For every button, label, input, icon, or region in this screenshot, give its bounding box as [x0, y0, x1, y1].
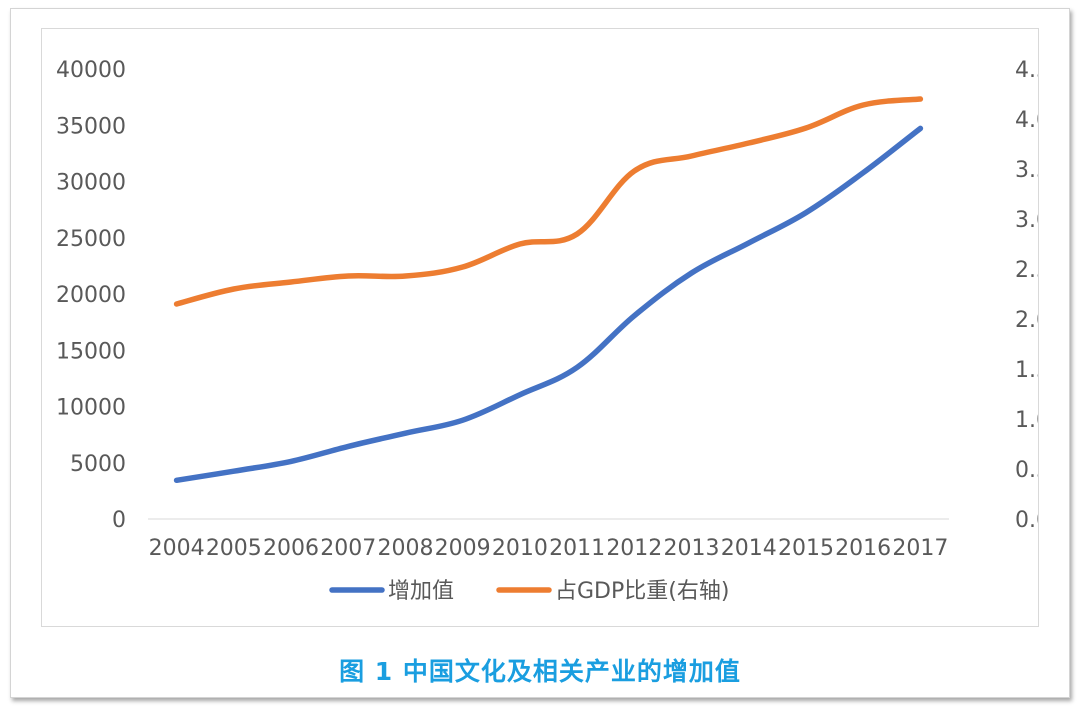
- legend: 增加值 占GDP比重(右轴): [329, 579, 729, 604]
- right-tick-label: 3.00: [1015, 208, 1038, 233]
- figure-caption: 图 1 中国文化及相关产业的增加值: [339, 657, 741, 686]
- x-tick-label: 2009: [435, 536, 491, 561]
- right-axis-ticks: 0.00 0.50 1.00 1.50 2.00 2.50 3.00 3.50 4.00 4.50: [1015, 58, 1038, 533]
- x-tick-label: 2012: [606, 536, 662, 561]
- x-tick-label: 2016: [835, 536, 891, 561]
- left-tick-label: 40000: [56, 58, 126, 83]
- right-tick-label: 2.50: [1015, 258, 1038, 283]
- legend-label: 增加值: [388, 579, 454, 604]
- x-tick-label: 2013: [664, 536, 720, 561]
- right-tick-label: 0.50: [1015, 458, 1038, 483]
- series-line-gdp-share: [173, 96, 924, 307]
- x-tick-label: 2014: [721, 536, 777, 561]
- x-tick-label: 2006: [263, 536, 319, 561]
- right-tick-label: 4.50: [1015, 58, 1038, 83]
- left-tick-label: 30000: [56, 171, 126, 196]
- series-line-value-added: [173, 125, 924, 484]
- left-tick-label: 35000: [56, 114, 126, 139]
- right-tick-label: 3.50: [1015, 158, 1038, 183]
- left-tick-label: 0: [112, 508, 126, 533]
- x-tick-label: 2004: [149, 536, 205, 561]
- x-tick-label: 2011: [549, 536, 605, 561]
- line-chart: 0 5000 10000 15000 20000 25000 30000 35000 40000…: [56, 58, 1038, 604]
- x-tick-label: 2007: [320, 536, 376, 561]
- right-tick-label: 1.00: [1015, 408, 1038, 433]
- series-lines: [173, 96, 924, 484]
- x-tick-label: 2015: [778, 536, 834, 561]
- left-tick-label: 15000: [56, 339, 126, 364]
- left-tick-label: 5000: [70, 452, 126, 477]
- x-tick-label: 2017: [892, 536, 948, 561]
- right-tick-label: 0.00: [1015, 508, 1038, 533]
- right-tick-label: 2.00: [1015, 308, 1038, 333]
- left-tick-label: 10000: [56, 396, 126, 421]
- legend-label: 占GDP比重(右轴): [555, 579, 729, 604]
- left-tick-label: 25000: [56, 227, 126, 252]
- right-tick-label: 4.00: [1015, 108, 1038, 133]
- right-tick-label: 1.50: [1015, 358, 1038, 383]
- chart-area: 0 5000 10000 15000 20000 25000 30000 35000 40000…: [41, 28, 1039, 627]
- x-tick-label: 2005: [206, 536, 262, 561]
- left-tick-label: 20000: [56, 283, 126, 308]
- x-tick-label: 2010: [492, 536, 548, 561]
- figure-frame: 0 5000 10000 15000 20000 25000 30000 35000 40000…: [10, 8, 1070, 698]
- x-axis-ticks: 2004 2005 2006 2007 2008 2009 2010 2011 2012 2013…: [149, 536, 949, 561]
- x-tick-label: 2008: [377, 536, 433, 561]
- left-axis-ticks: 0 5000 10000 15000 20000 25000 30000 35000 40000: [56, 58, 126, 533]
